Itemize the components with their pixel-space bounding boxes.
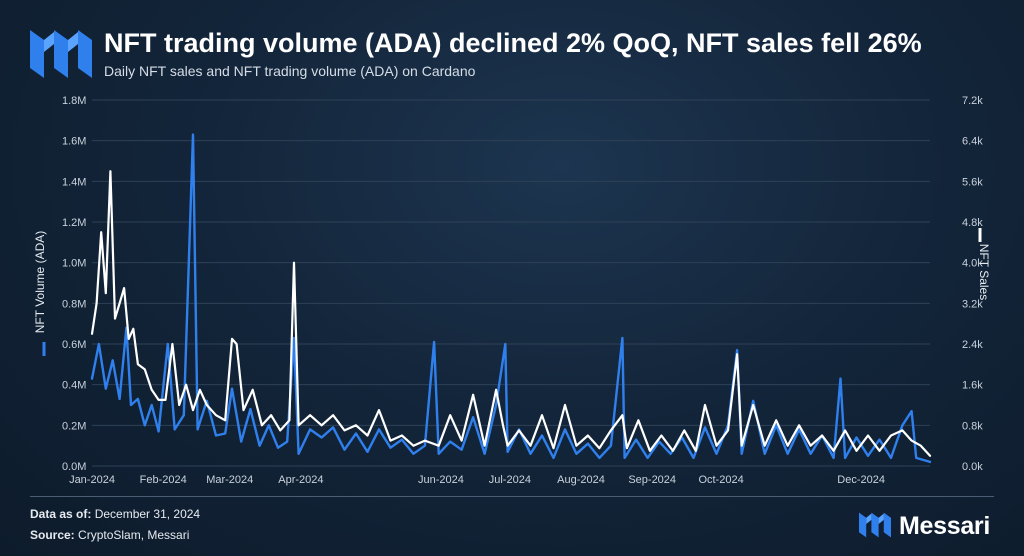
right-axis-label: NFT Sales <box>977 228 991 300</box>
grid-lines <box>92 99 930 467</box>
data-as-of: Data as of: December 31, 2024 <box>30 507 200 521</box>
right-tick-label: 2.4k <box>962 339 983 351</box>
left-axis-ticks: 0.0M 0.2M 0.4M 0.6M 0.8M 1.0M 1.2M 1.4M 1.6M 1.8M <box>62 95 86 473</box>
source-label: Source: <box>30 528 75 542</box>
right-tick-label: 3.2k <box>962 298 983 310</box>
chart-area: 0.0M 0.2M 0.4M 0.6M 0.8M 1.0M 1.2M 1.4M 1.6M 1.8M… <box>33 95 991 486</box>
x-tick-label: Jul-2024 <box>489 474 531 486</box>
left-tick-label: 0.6M <box>62 339 86 351</box>
left-tick-label: 0.4M <box>62 380 86 392</box>
right-tick-label: 0.0k <box>962 461 983 473</box>
footer-divider <box>30 496 994 497</box>
right-tick-label: 5.6k <box>962 176 983 188</box>
series-line-nft-volume <box>90 133 932 464</box>
right-tick-label: 4.8k <box>962 217 983 229</box>
right-tick-label: 1.6k <box>962 380 983 392</box>
x-tick-label: Feb-2024 <box>140 474 187 486</box>
chart-subtitle: Daily NFT sales and NFT trading volume (… <box>104 63 476 79</box>
source-value: CryptoSlam, Messari <box>78 528 190 542</box>
source: Source: CryptoSlam, Messari <box>30 528 189 542</box>
x-tick-label: Apr-2024 <box>278 474 323 486</box>
left-tick-label: 1.2M <box>62 217 86 229</box>
data-as-of-label: Data as of: <box>30 507 92 521</box>
right-tick-label: 4.0k <box>962 258 983 270</box>
brand-name: Messari <box>898 512 990 540</box>
messari-logo-icon <box>30 26 92 83</box>
right-tick-label: 6.4k <box>962 136 983 148</box>
x-tick-label: Jan-2024 <box>69 474 115 486</box>
x-tick-label: Aug-2024 <box>557 474 605 486</box>
x-tick-label: Jun-2024 <box>418 474 464 486</box>
x-tick-label: Mar-2024 <box>206 474 253 486</box>
left-tick-label: 1.4M <box>62 176 86 188</box>
left-axis-title: NFT Volume (ADA) <box>33 231 47 333</box>
left-tick-label: 1.8M <box>62 95 86 107</box>
right-tick-label: 7.2k <box>962 95 983 107</box>
right-tick-label: 0.8k <box>962 420 983 432</box>
left-axis-label: NFT Volume (ADA) <box>33 231 47 356</box>
left-tick-label: 1.6M <box>62 136 86 148</box>
series-layer <box>90 133 932 464</box>
left-tick-label: 0.8M <box>62 298 86 310</box>
right-axis-title: NFT Sales <box>977 244 991 300</box>
x-tick-label: Sep-2024 <box>628 474 676 486</box>
x-axis-ticks: Jan-2024 Feb-2024 Mar-2024 Apr-2024 Jun-2024… <box>69 474 885 486</box>
series-line-nft-sales <box>90 170 932 457</box>
left-tick-label: 0.0M <box>62 461 86 473</box>
right-axis-ticks: 0.0k 0.8k 1.6k 2.4k 3.2k 4.0k 4.8k 5.6k 6.4k 7.2k <box>962 95 983 473</box>
left-tick-label: 1.0M <box>62 258 86 270</box>
data-as-of-value: December 31, 2024 <box>94 507 201 521</box>
brand: Messari <box>858 510 990 543</box>
chart-title: NFT trading volume (ADA) declined 2% QoQ… <box>104 28 922 58</box>
messari-brand-icon <box>858 510 891 543</box>
left-tick-label: 0.2M <box>62 420 86 432</box>
x-tick-label: Oct-2024 <box>698 474 743 486</box>
x-tick-label: Dec-2024 <box>837 474 885 486</box>
